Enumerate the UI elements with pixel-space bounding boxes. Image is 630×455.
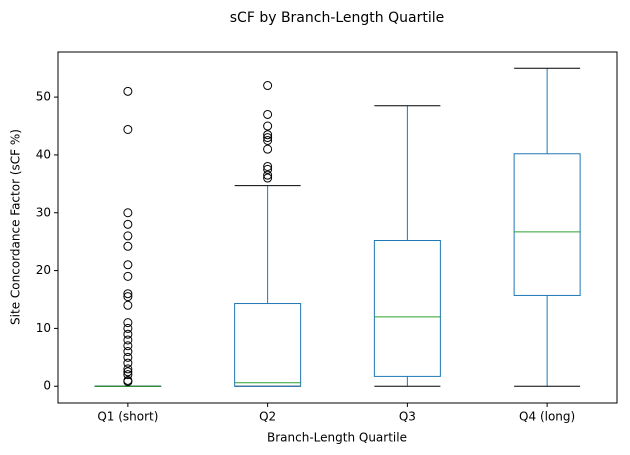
outlier — [263, 164, 273, 174]
outlier — [123, 292, 133, 302]
outlier — [123, 219, 133, 229]
outlier — [123, 271, 133, 281]
outlier — [123, 358, 133, 368]
outlier — [123, 300, 133, 310]
outlier — [123, 377, 133, 387]
y-tick-label: 50 — [36, 90, 51, 104]
outlier — [123, 352, 133, 362]
x-tick-label: Q1 (short) — [97, 410, 158, 424]
y-tick-label: 10 — [36, 321, 51, 335]
y-tick-label: 0 — [43, 379, 51, 393]
outlier — [123, 335, 133, 345]
y-tick-label: 40 — [36, 147, 51, 161]
outlier — [123, 367, 133, 377]
x-tick-label: Q3 — [399, 410, 416, 424]
outlier — [123, 208, 133, 218]
plot-frame — [57, 51, 618, 404]
outlier — [123, 260, 133, 270]
outlier — [123, 289, 133, 299]
outlier — [263, 130, 273, 140]
outlier — [123, 241, 133, 251]
chart-title: sCF by Branch-Length Quartile — [230, 10, 444, 26]
outlier — [263, 144, 273, 154]
y-axis-label: Site Concordance Factor (sCF %) — [9, 129, 23, 325]
outlier — [123, 341, 133, 351]
outlier — [123, 124, 133, 134]
x-tick-label: Q2 — [259, 410, 276, 424]
outlier — [263, 133, 273, 143]
outlier — [263, 81, 273, 91]
outlier — [123, 347, 133, 357]
box — [373, 240, 441, 377]
outlier — [123, 370, 133, 380]
outlier — [123, 318, 133, 328]
outlier — [123, 323, 133, 333]
outlier — [123, 231, 133, 241]
x-axis-label: Branch-Length Quartile — [267, 431, 407, 445]
outlier — [123, 329, 133, 339]
y-tick-label: 20 — [36, 263, 51, 277]
outlier — [263, 135, 273, 145]
box — [234, 303, 302, 387]
outlier — [123, 364, 133, 374]
y-tick-label: 30 — [36, 205, 51, 219]
outlier — [263, 173, 273, 183]
outlier — [123, 86, 133, 96]
x-tick-label: Q4 (long) — [519, 410, 575, 424]
outlier — [263, 121, 273, 131]
outlier — [263, 161, 273, 171]
outlier — [263, 170, 273, 180]
outlier — [263, 109, 273, 119]
box — [513, 153, 581, 296]
